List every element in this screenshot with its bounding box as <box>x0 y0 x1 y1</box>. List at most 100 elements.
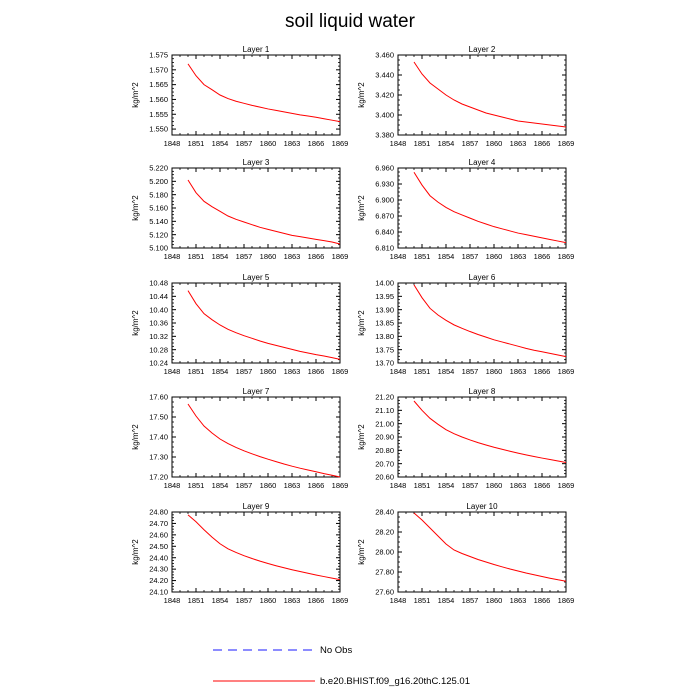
y-tick-label: 13.75 <box>375 345 394 354</box>
y-tick-label: 13.80 <box>375 332 394 341</box>
x-tick-label: 1857 <box>462 596 479 605</box>
x-tick-label: 1857 <box>236 139 253 148</box>
panel-title: Layer 9 <box>243 502 270 511</box>
x-tick-label: 1866 <box>534 139 551 148</box>
x-tick-label: 1869 <box>558 252 575 261</box>
panel-5: Layer 5 1848 1851 1854 1857 1860 1863 1866 1869 1… <box>131 273 348 376</box>
x-tick-label: 1851 <box>188 481 205 490</box>
y-tick-label: 27.60 <box>375 588 394 597</box>
panel-frame <box>397 282 567 364</box>
x-tick-label: 1857 <box>462 252 479 261</box>
series-line-1 <box>413 61 567 128</box>
y-tick-label: 20.60 <box>375 473 394 482</box>
x-tick-label: 1860 <box>260 481 277 490</box>
legend: No Obs b.e20.BHIST.f09_g16.20thC.125.01 <box>213 645 470 687</box>
x-tick-label: 1857 <box>462 481 479 490</box>
x-tick-label: 1854 <box>212 139 229 148</box>
panel-title: Layer 2 <box>469 45 496 54</box>
y-tick-label: 24.20 <box>149 576 168 585</box>
x-tick-label: 1863 <box>284 481 301 490</box>
x-tick-label: 1857 <box>236 252 253 261</box>
y-tick-label: 3.460 <box>375 51 394 60</box>
x-tick-label: 1866 <box>534 481 551 490</box>
x-tick-label: 1860 <box>260 367 277 376</box>
x-tick-label: 1851 <box>414 252 431 261</box>
x-tick-label: 1848 <box>390 481 407 490</box>
x-tick-label: 1848 <box>164 481 181 490</box>
x-tick-label: 1848 <box>390 367 407 376</box>
panel-frame <box>171 396 341 478</box>
x-tick-label: 1866 <box>308 367 325 376</box>
panel-frame <box>171 167 341 249</box>
panel-frame <box>397 396 567 478</box>
x-tick-label: 1866 <box>308 596 325 605</box>
series-line-1 <box>413 400 567 463</box>
panel-6: Layer 6 1848 1851 1854 1857 1860 1863 1866 1869 1… <box>357 273 574 376</box>
x-tick-label: 1851 <box>188 139 205 148</box>
x-tick-label: 1866 <box>308 252 325 261</box>
y-axis-label: kg/m^2 <box>131 539 140 565</box>
y-tick-label: 3.400 <box>375 111 394 120</box>
x-tick-label: 1848 <box>164 139 181 148</box>
y-tick-label: 24.30 <box>149 565 168 574</box>
y-tick-label: 24.50 <box>149 542 168 551</box>
y-tick-label: 17.30 <box>149 453 168 462</box>
x-tick-label: 1848 <box>390 252 407 261</box>
y-axis-label: kg/m^2 <box>357 82 366 108</box>
series-line-1 <box>413 284 567 358</box>
x-tick-label: 1863 <box>510 481 527 490</box>
x-tick-label: 1848 <box>164 596 181 605</box>
x-tick-label: 1869 <box>558 139 575 148</box>
y-tick-label: 5.180 <box>149 190 168 199</box>
panel-10: Layer 10 1848 1851 1854 1857 1860 1863 1866 1869… <box>357 502 574 605</box>
y-tick-label: 10.32 <box>149 332 168 341</box>
x-tick-label: 1860 <box>260 252 277 261</box>
y-tick-label: 10.44 <box>149 292 168 301</box>
y-tick-label: 3.440 <box>375 71 394 80</box>
y-tick-label: 24.70 <box>149 519 168 528</box>
panel-title: Layer 10 <box>466 502 498 511</box>
x-tick-label: 1866 <box>308 481 325 490</box>
y-tick-label: 28.40 <box>375 508 394 517</box>
y-tick-label: 17.20 <box>149 473 168 482</box>
y-tick-label: 17.50 <box>149 413 168 422</box>
y-tick-label: 27.80 <box>375 568 394 577</box>
y-tick-label: 6.900 <box>375 196 394 205</box>
x-tick-label: 1866 <box>534 367 551 376</box>
y-tick-label: 14.00 <box>375 279 394 288</box>
x-tick-label: 1854 <box>212 596 229 605</box>
y-tick-label: 5.220 <box>149 164 168 173</box>
y-tick-label: 6.810 <box>375 244 394 253</box>
series-line-1 <box>187 514 341 581</box>
x-tick-label: 1857 <box>236 481 253 490</box>
y-tick-label: 3.380 <box>375 131 394 140</box>
panels-grid: Layer 1 1848 1851 1854 1857 1860 1863 1866 1869 1… <box>131 45 574 605</box>
y-tick-label: 24.80 <box>149 508 168 517</box>
x-tick-label: 1854 <box>438 139 455 148</box>
x-tick-label: 1869 <box>332 252 349 261</box>
y-tick-label: 13.95 <box>375 292 394 301</box>
y-axis-label: kg/m^2 <box>131 424 140 450</box>
panel-frame <box>397 54 567 136</box>
panel-title: Layer 8 <box>469 387 496 396</box>
x-tick-label: 1857 <box>462 367 479 376</box>
y-tick-label: 3.420 <box>375 91 394 100</box>
panel-title: Layer 5 <box>243 273 270 282</box>
x-tick-label: 1848 <box>390 596 407 605</box>
y-axis-label: kg/m^2 <box>131 82 140 108</box>
figure-title: soil liquid water <box>285 11 416 32</box>
x-tick-label: 1866 <box>534 252 551 261</box>
y-tick-label: 24.10 <box>149 588 168 597</box>
y-tick-label: 1.575 <box>149 51 168 60</box>
y-tick-label: 1.555 <box>149 110 168 119</box>
series-line-1 <box>187 403 341 478</box>
y-tick-label: 13.85 <box>375 319 394 328</box>
y-tick-label: 10.28 <box>149 345 168 354</box>
panel-9: Layer 9 1848 1851 1854 1857 1860 1863 1866 1869 2… <box>131 502 348 605</box>
y-tick-label: 20.70 <box>375 459 394 468</box>
x-tick-label: 1869 <box>558 367 575 376</box>
y-axis-label: kg/m^2 <box>357 539 366 565</box>
x-tick-label: 1848 <box>164 367 181 376</box>
y-tick-label: 10.40 <box>149 305 168 314</box>
